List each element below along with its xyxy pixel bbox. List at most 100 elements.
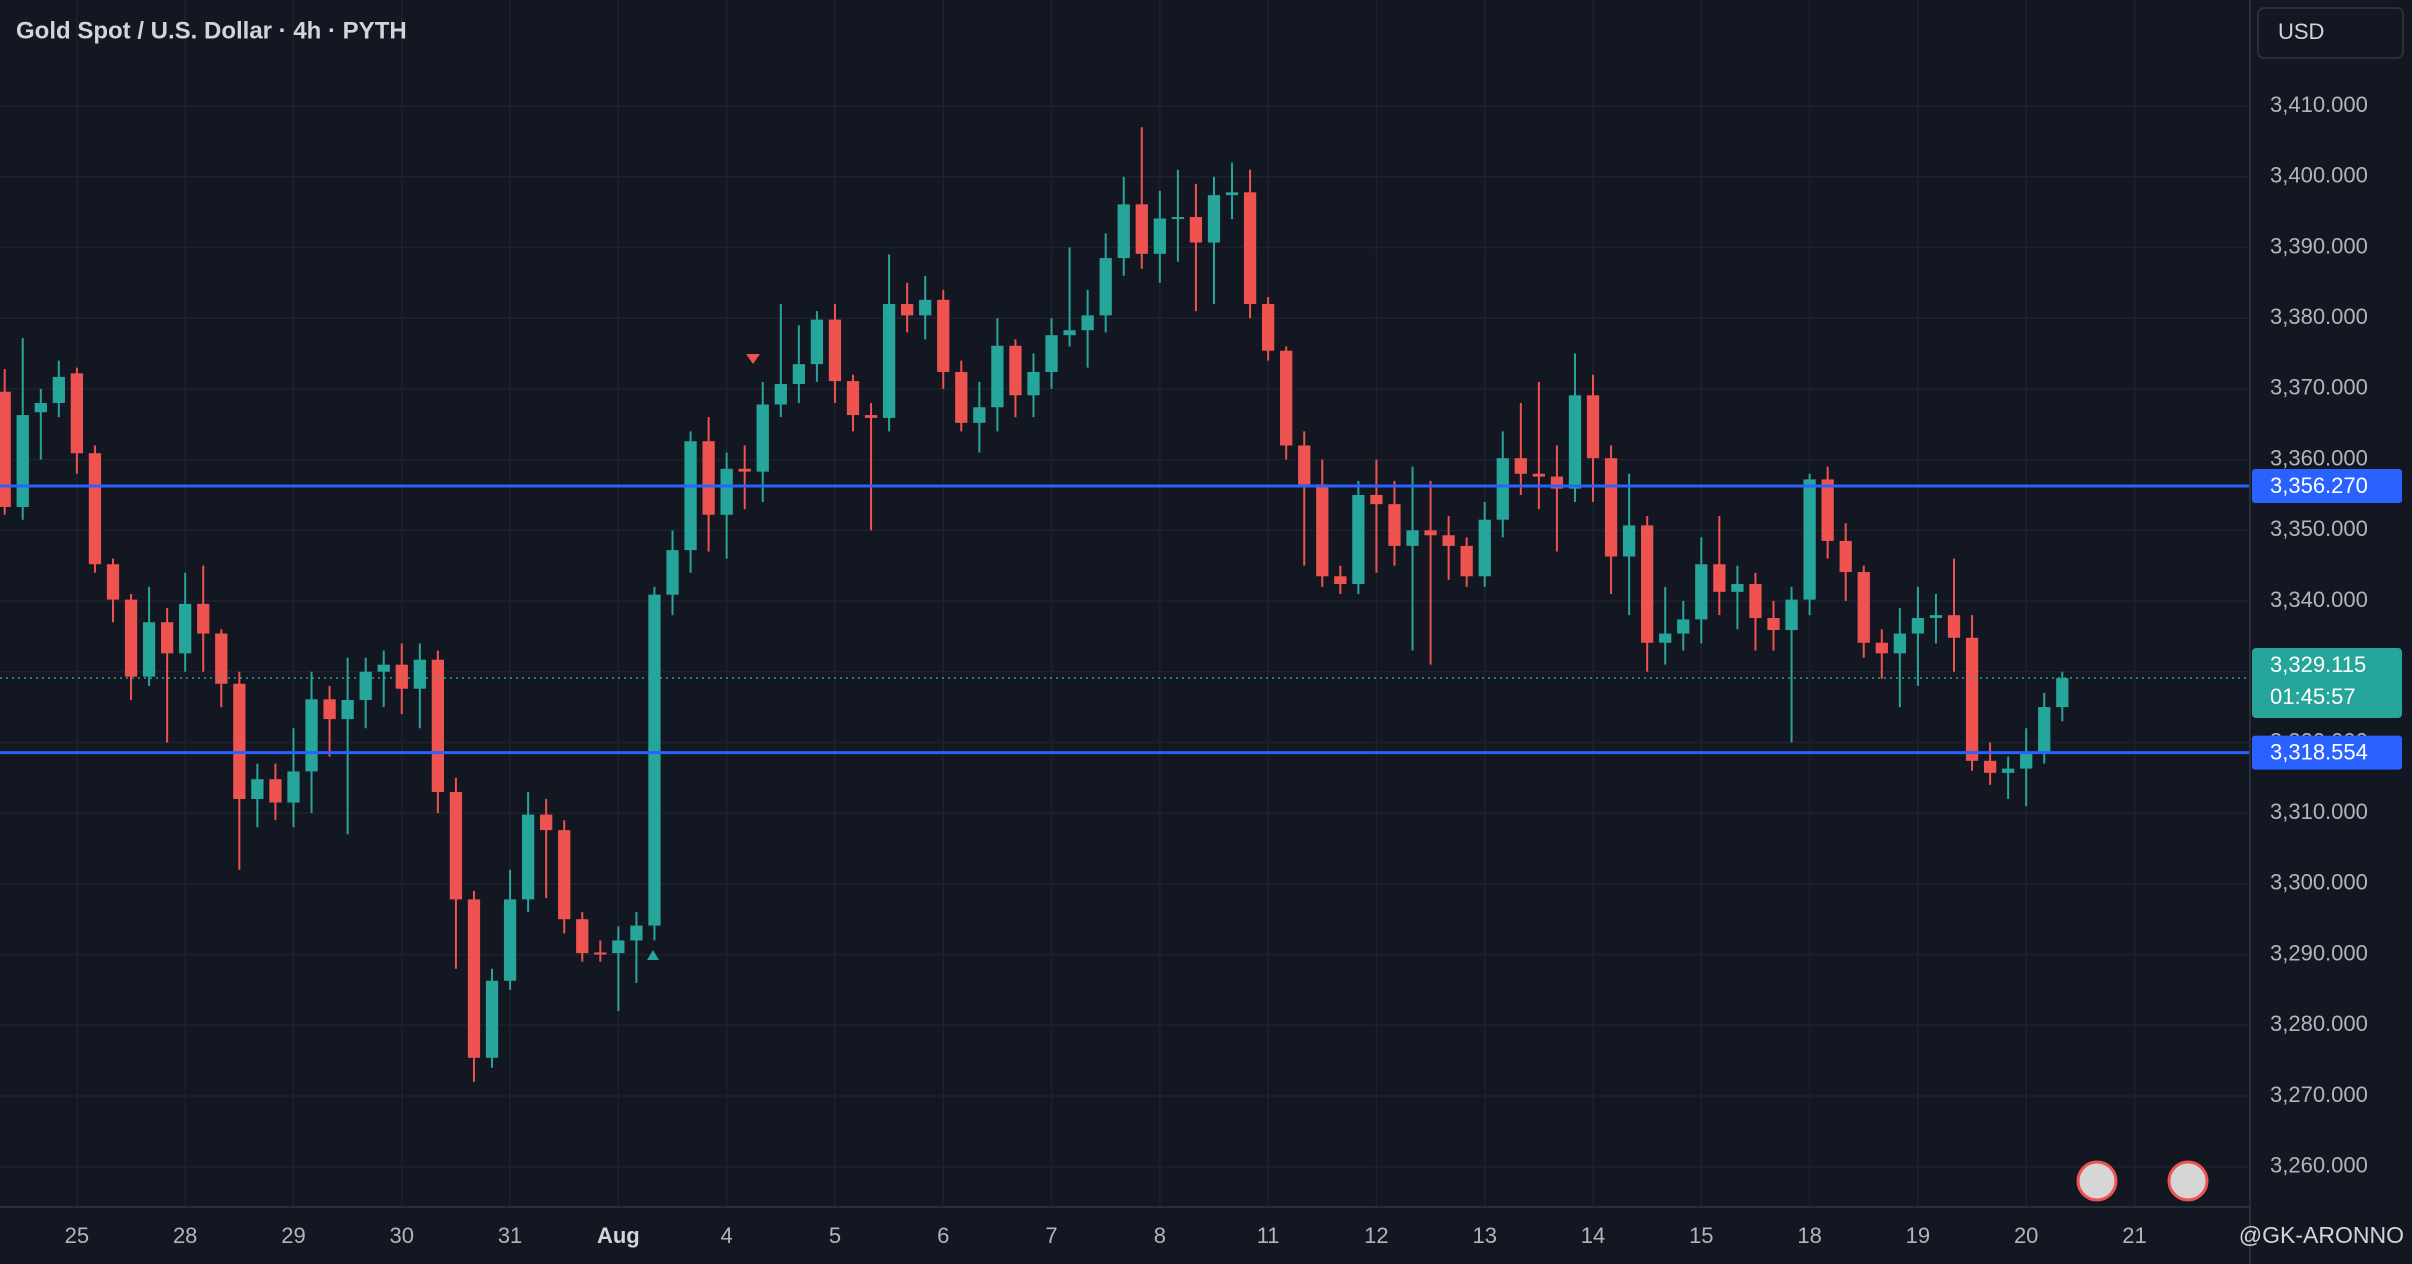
signal-marker: [647, 950, 659, 960]
candle-body: [305, 699, 318, 772]
candle-body: [106, 564, 120, 600]
candle-body: [1280, 350, 1293, 446]
candle-body: [341, 700, 354, 720]
x-tick-label: 6: [937, 1223, 949, 1248]
x-tick-label: 4: [721, 1223, 733, 1248]
candle-body: [558, 830, 571, 920]
candle-body: [810, 319, 824, 365]
candle-body: [1207, 195, 1221, 243]
candle-body: [1496, 458, 1509, 520]
candle-body: [864, 415, 878, 418]
candle-body: [179, 603, 192, 654]
candle-body: [1622, 525, 1636, 557]
candle-body: [1731, 584, 1744, 592]
candle-body: [124, 599, 138, 677]
candle-body: [1153, 218, 1166, 254]
candle-body: [233, 683, 246, 800]
currency-label[interactable]: USD: [2278, 19, 2324, 44]
candle-body: [197, 603, 210, 634]
candle-body: [52, 376, 65, 404]
currency-button[interactable]: [2257, 7, 2404, 59]
candle-body: [1009, 345, 1022, 396]
last-price-box: [2252, 647, 2402, 718]
candle-body: [287, 771, 300, 803]
x-tick-label: 14: [1581, 1223, 1605, 1248]
candle-body: [1983, 760, 1997, 773]
candle-body: [16, 415, 29, 507]
x-tick-label: 13: [1472, 1223, 1496, 1248]
candle-body: [1677, 619, 1690, 634]
candle-body: [2038, 707, 2051, 754]
event-flag[interactable]: [2167, 1160, 2209, 1202]
candle-body: [1947, 615, 1961, 638]
y-tick-label: 3,400.000: [2270, 163, 2368, 188]
candle-body: [1243, 192, 1257, 305]
candle-body: [2056, 678, 2069, 708]
candle-body: [1352, 494, 1365, 585]
candle-body: [846, 381, 860, 416]
candle-body: [1370, 494, 1383, 505]
last-price-label: 3,329.115: [2270, 652, 2366, 677]
candle-body: [1171, 217, 1185, 220]
candle-body: [521, 814, 535, 900]
candle-body: [1929, 615, 1943, 618]
y-tick-label: 3,370.000: [2270, 375, 2368, 400]
candle-body: [323, 699, 336, 720]
candle-body: [449, 791, 463, 900]
candle-body: [1586, 395, 1600, 459]
candle-body: [1406, 530, 1419, 546]
candle-body: [377, 664, 390, 672]
candle-body: [1532, 473, 1546, 477]
x-tick-label: Aug: [597, 1223, 640, 1248]
candle-body: [1749, 584, 1762, 618]
candle-body: [774, 383, 787, 405]
candle-body: [1893, 633, 1906, 654]
x-tick-label: 30: [390, 1223, 414, 1248]
candle-body: [1604, 458, 1618, 557]
candle-body: [882, 304, 896, 418]
candle-body: [540, 814, 553, 831]
candle-body: [738, 468, 751, 472]
candle-body: [142, 622, 156, 677]
candle-body: [901, 304, 914, 316]
candle-body: [70, 373, 84, 454]
plot: [0, 127, 2250, 1082]
countdown-label: 01:45:57: [2270, 684, 2356, 709]
candle-body: [1316, 484, 1329, 577]
x-tick-label: 31: [498, 1223, 522, 1248]
x-tick-label: 5: [829, 1223, 841, 1248]
candle-body: [1189, 217, 1203, 243]
candle-body: [666, 550, 679, 595]
candle-body: [1424, 530, 1437, 536]
price-line-box: [2252, 735, 2402, 770]
price-line-label: 3,318.554: [2270, 739, 2368, 764]
candle-body: [34, 403, 47, 413]
y-tick-label: 3,340.000: [2270, 587, 2368, 612]
candle-body: [1460, 545, 1473, 577]
candle-body: [1117, 204, 1130, 259]
candle-body: [395, 664, 408, 689]
y-tick-label: 3,410.000: [2270, 92, 2368, 117]
candle-body: [88, 453, 102, 565]
y-tick-label: 3,350.000: [2270, 516, 2368, 541]
candle-body: [1045, 335, 1058, 372]
candle-body: [1839, 540, 1852, 573]
candle-body: [1027, 371, 1040, 396]
candle-body: [503, 899, 517, 981]
candle-body: [467, 899, 481, 1058]
x-tick-label: 8: [1154, 1223, 1166, 1248]
price-line-label: 3,356.270: [2270, 473, 2368, 498]
candle-body: [792, 364, 805, 384]
y-tick-label: 3,280.000: [2270, 1011, 2368, 1036]
event-flag[interactable]: [2076, 1160, 2118, 1202]
candle-body: [1965, 637, 1979, 761]
candle-body: [1135, 204, 1148, 254]
candle-body: [2020, 753, 2033, 769]
candle-body: [1803, 479, 1816, 600]
candle-body: [594, 952, 607, 955]
y-tick-label: 3,310.000: [2270, 799, 2368, 824]
candle-body: [1514, 458, 1527, 474]
